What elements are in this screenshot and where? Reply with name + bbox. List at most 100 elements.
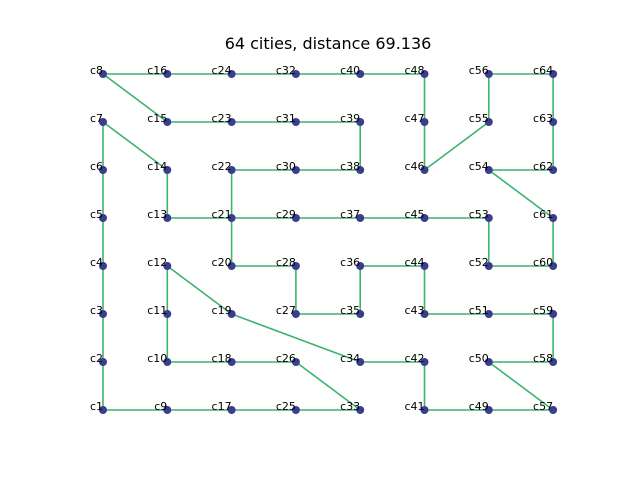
city-label: c49 <box>469 400 489 413</box>
city-point <box>291 406 300 414</box>
city-label: c51 <box>469 304 489 317</box>
city-label: c55 <box>469 112 489 125</box>
city-point <box>356 70 365 78</box>
city-points <box>99 70 558 414</box>
city-point <box>163 310 172 318</box>
city-point <box>99 166 107 174</box>
city-label: c33 <box>340 400 360 413</box>
city-label: c46 <box>404 160 424 173</box>
city-point <box>484 262 493 270</box>
city-label: c52 <box>469 256 489 269</box>
route-segment <box>166 265 233 315</box>
city-label: c13 <box>147 208 167 221</box>
city-point <box>163 406 172 414</box>
city-point <box>227 166 236 174</box>
city-label: c19 <box>212 304 232 317</box>
city-label: c40 <box>340 64 360 77</box>
city-point <box>484 70 493 78</box>
city-label: c6 <box>90 160 103 173</box>
city-label: c22 <box>212 160 232 173</box>
city-point <box>420 70 429 78</box>
city-point <box>420 262 429 270</box>
city-point <box>420 166 429 174</box>
city-label: c60 <box>533 256 553 269</box>
city-point <box>99 358 107 366</box>
city-point <box>420 310 429 318</box>
city-point <box>163 70 172 78</box>
city-labels: c1 c2 c3 c4 c5 c6 c7 c8 c9 c10 c11 c12 c13 c14 c15 c16 c… <box>90 64 553 413</box>
route-segment <box>488 361 554 411</box>
city-label: c24 <box>212 64 232 77</box>
city-label: c57 <box>533 400 553 413</box>
city-label: c10 <box>147 352 167 365</box>
city-label: c8 <box>90 64 103 77</box>
city-label: c54 <box>469 160 489 173</box>
route-segment <box>231 313 361 363</box>
city-point <box>99 310 107 318</box>
city-point <box>291 310 300 318</box>
city-label: c36 <box>340 256 360 269</box>
city-label: c11 <box>147 304 167 317</box>
city-label: c39 <box>340 112 360 125</box>
city-label: c26 <box>276 352 296 365</box>
city-point <box>99 262 107 270</box>
city-point <box>163 262 172 270</box>
chart-title: 64 cities, distance 69.136 <box>225 34 432 53</box>
city-point <box>291 166 300 174</box>
city-point <box>484 166 493 174</box>
city-point <box>99 118 107 126</box>
city-point <box>356 406 365 414</box>
city-label: c20 <box>212 256 232 269</box>
city-label: c62 <box>533 160 553 173</box>
city-label: c3 <box>90 304 103 317</box>
city-point <box>420 406 429 414</box>
route-segment <box>102 73 168 123</box>
city-point <box>227 70 236 78</box>
city-point <box>227 214 236 222</box>
city-point <box>484 406 493 414</box>
city-point <box>484 118 493 126</box>
city-label: c34 <box>340 352 360 365</box>
city-label: c42 <box>404 352 424 365</box>
city-point <box>549 118 558 126</box>
city-label: c44 <box>404 256 424 269</box>
city-point <box>484 310 493 318</box>
city-label: c32 <box>276 64 296 77</box>
city-point <box>227 310 236 318</box>
city-point <box>549 70 558 78</box>
city-label: c9 <box>154 400 167 413</box>
city-point <box>227 358 236 366</box>
city-point <box>549 358 558 366</box>
city-point <box>549 166 558 174</box>
city-label: c56 <box>469 64 489 77</box>
city-label: c35 <box>340 304 360 317</box>
city-label: c2 <box>90 352 103 365</box>
city-label: c4 <box>90 256 103 269</box>
city-point <box>163 118 172 126</box>
city-point <box>484 358 493 366</box>
city-label: c47 <box>404 112 424 125</box>
city-point <box>291 70 300 78</box>
city-label: c29 <box>276 208 296 221</box>
city-label: c28 <box>276 256 296 269</box>
city-label: c59 <box>533 304 553 317</box>
city-label: c21 <box>212 208 232 221</box>
city-point <box>549 310 558 318</box>
city-label: c41 <box>404 400 424 413</box>
city-label: c43 <box>404 304 424 317</box>
city-label: c61 <box>533 208 553 221</box>
city-label: c38 <box>340 160 360 173</box>
city-label: c53 <box>469 208 489 221</box>
city-label: c37 <box>340 208 360 221</box>
city-point <box>291 358 300 366</box>
city-point <box>549 406 558 414</box>
city-label: c64 <box>533 64 553 77</box>
city-point <box>549 262 558 270</box>
route-segment <box>424 121 490 171</box>
city-point <box>356 118 365 126</box>
city-label: c23 <box>212 112 232 125</box>
city-point <box>291 262 300 270</box>
city-point <box>484 214 493 222</box>
city-point <box>356 310 365 318</box>
